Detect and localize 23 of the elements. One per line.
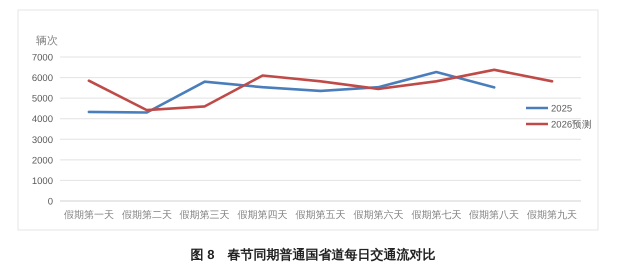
line-series <box>88 70 496 114</box>
x-tick-label: 假期第五天 <box>296 209 346 221</box>
text: 图 8 春节同期普通国省道每日交通流对比 <box>190 247 436 262</box>
x-tick-label: 假期第七天 <box>411 209 462 221</box>
y-tick-label: 0 <box>48 196 53 208</box>
line-series <box>88 68 554 112</box>
y-tick-label: 7000 <box>32 52 53 64</box>
x-tick-label: 假期第二天 <box>122 209 172 221</box>
y-tick-label: 3000 <box>32 134 53 146</box>
x-tick-label: 假期第八天 <box>469 209 520 221</box>
legend-label: 2025 <box>551 104 572 114</box>
y-tick-label: 1000 <box>32 176 53 187</box>
x-tick-label: 假期第九天 <box>527 209 578 221</box>
y-tick-label: 4000 <box>32 114 53 126</box>
x-tick-label: 假期第三天 <box>180 209 230 221</box>
x-tick-label: 假期第一天 <box>64 209 114 221</box>
x-tick-label: 假期第四天 <box>238 209 288 221</box>
x-tick-label: 假期第六天 <box>353 209 404 221</box>
legend-label: 2026预测 <box>551 118 592 130</box>
y-tick-label: 2000 <box>32 155 53 166</box>
y-axis-title: 辆次 <box>36 35 58 47</box>
y-tick-label: 6000 <box>32 73 53 84</box>
y-tick-label: 5000 <box>32 94 53 105</box>
